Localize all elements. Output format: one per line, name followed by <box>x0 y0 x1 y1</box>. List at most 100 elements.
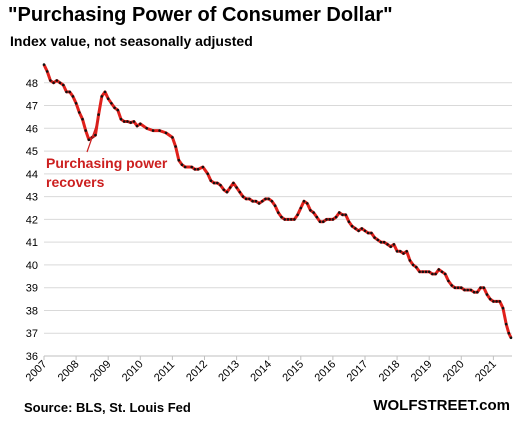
data-point <box>312 211 315 214</box>
x-tick-label: 2020 <box>441 358 467 384</box>
data-point <box>180 163 184 166</box>
x-tick-label: 2018 <box>377 358 403 384</box>
data-point <box>460 286 463 290</box>
data-point <box>68 90 71 94</box>
data-point <box>456 286 460 290</box>
data-point <box>492 300 495 303</box>
data-point <box>382 240 386 244</box>
data-point <box>322 220 325 223</box>
data-point <box>58 81 62 85</box>
data-point <box>87 138 91 141</box>
x-axis-ticks: 2007 2008 2009 2010 2011 2012 2013 2014 2015 2016… <box>24 356 499 384</box>
data-series <box>42 63 513 340</box>
data-point <box>206 172 209 176</box>
data-point <box>113 106 116 110</box>
y-tick-label: 41 <box>26 237 38 249</box>
data-point <box>49 79 52 82</box>
x-tick-label: 2009 <box>88 358 114 384</box>
data-point <box>254 199 258 203</box>
data-point <box>216 181 219 185</box>
y-tick-label: 37 <box>26 328 38 340</box>
data-point <box>498 300 502 303</box>
data-point <box>338 211 341 214</box>
data-point <box>286 218 290 221</box>
data-point <box>305 202 309 205</box>
data-point <box>244 197 248 201</box>
data-point <box>357 229 360 233</box>
data-point <box>341 213 344 217</box>
data-point <box>103 90 107 94</box>
data-point <box>62 83 65 87</box>
y-tick-label: 46 <box>26 123 38 135</box>
x-tick-label: 2012 <box>184 358 210 384</box>
y-tick-label: 48 <box>26 78 38 90</box>
data-point <box>219 183 222 187</box>
data-point <box>347 220 351 223</box>
data-point <box>408 259 412 262</box>
data-point <box>273 204 277 207</box>
x-tick-label: 2016 <box>313 358 339 384</box>
x-tick-label: 2019 <box>409 358 435 384</box>
data-point <box>402 252 405 255</box>
data-point <box>201 165 205 169</box>
data-point <box>399 250 402 253</box>
data-point <box>65 90 68 94</box>
data-point <box>235 186 238 189</box>
data-point <box>443 272 447 276</box>
data-point <box>411 263 415 267</box>
data-point <box>238 190 242 194</box>
data-point <box>94 133 97 137</box>
y-tick-label: 43 <box>26 192 38 204</box>
data-point <box>116 108 120 112</box>
data-point <box>129 121 132 124</box>
data-point <box>418 270 421 274</box>
data-point <box>386 243 389 246</box>
x-tick-label: 2010 <box>120 358 146 384</box>
data-point <box>74 102 78 105</box>
data-point <box>495 300 498 303</box>
data-point <box>42 63 46 66</box>
data-point <box>376 238 380 242</box>
data-point <box>145 127 148 130</box>
data-point <box>437 268 441 271</box>
data-point <box>228 186 232 189</box>
data-point <box>472 290 476 294</box>
data-point <box>485 293 489 296</box>
data-point <box>264 197 267 201</box>
data-point <box>293 218 296 221</box>
x-tick-label: 2014 <box>248 358 274 384</box>
y-tick-label: 39 <box>26 283 38 295</box>
data-point <box>261 199 264 203</box>
data-point <box>501 306 505 310</box>
data-point <box>241 195 245 198</box>
data-point <box>135 124 139 128</box>
data-point <box>389 245 393 248</box>
data-point <box>302 199 306 203</box>
data-point <box>350 224 354 228</box>
x-tick-label: 2015 <box>280 358 306 384</box>
data-point <box>248 197 251 201</box>
data-point <box>325 218 328 221</box>
data-point <box>509 336 513 340</box>
data-point <box>421 270 425 274</box>
x-tick-label: 2013 <box>216 358 242 384</box>
data-point <box>151 129 155 132</box>
x-tick-label: 2021 <box>473 358 499 384</box>
y-tick-label: 42 <box>26 214 38 226</box>
data-point <box>270 199 274 203</box>
data-point <box>395 250 399 253</box>
y-tick-label: 44 <box>26 169 38 181</box>
data-point <box>466 288 470 292</box>
y-tick-label: 45 <box>26 146 38 158</box>
data-point <box>164 131 168 135</box>
data-point <box>212 181 216 185</box>
data-point <box>331 218 335 221</box>
data-point <box>488 297 492 301</box>
data-point <box>289 218 293 221</box>
data-point <box>354 227 357 230</box>
data-point <box>97 113 100 116</box>
data-point <box>183 165 187 169</box>
data-point <box>424 270 428 274</box>
data-point <box>251 199 254 203</box>
